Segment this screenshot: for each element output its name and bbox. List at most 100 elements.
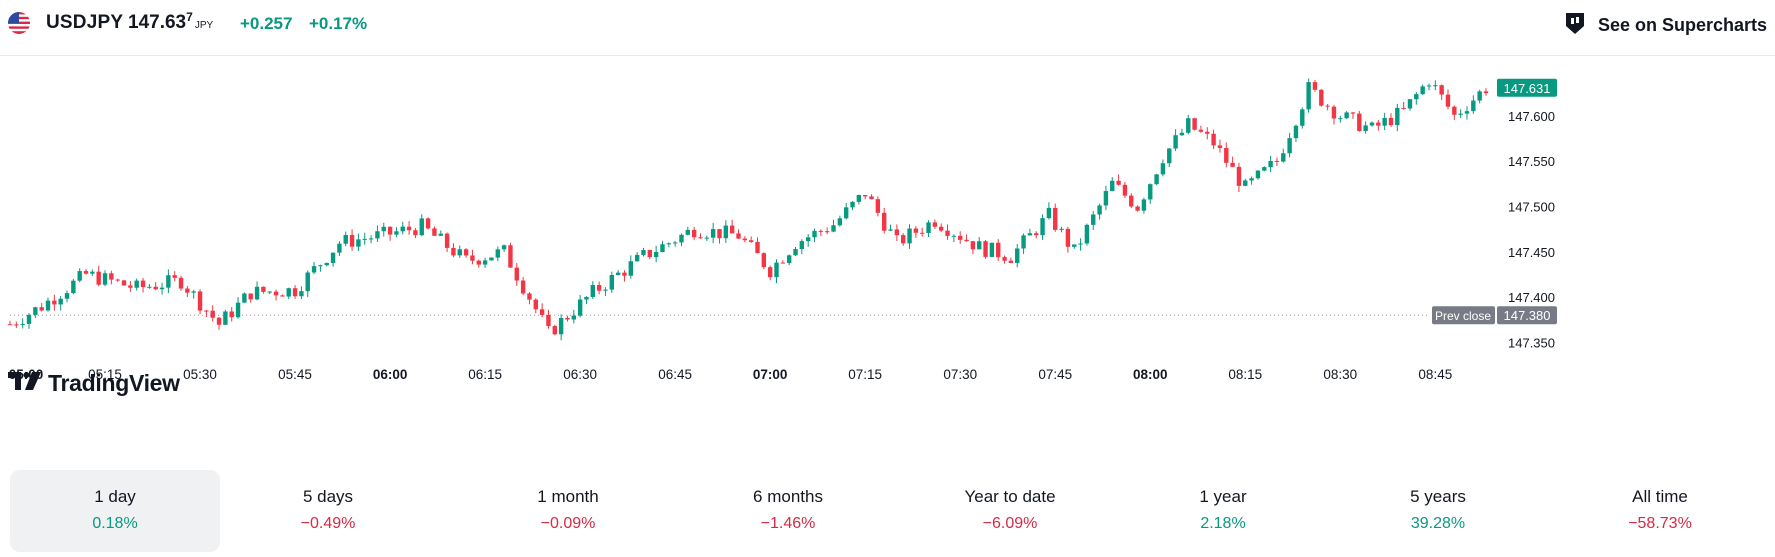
period-1-year[interactable]: 1 year 2.18% bbox=[1118, 470, 1328, 552]
candle-body bbox=[178, 277, 184, 289]
candle-body bbox=[1376, 122, 1381, 126]
candle-body bbox=[761, 253, 767, 268]
candle-body bbox=[1154, 174, 1159, 185]
candle-body bbox=[539, 309, 545, 315]
candle-body bbox=[1160, 163, 1166, 175]
candle-body bbox=[330, 252, 336, 263]
candle-body bbox=[558, 318, 564, 335]
candle-body bbox=[324, 262, 329, 266]
candle-body bbox=[1414, 94, 1419, 100]
x-tick-label: 05:45 bbox=[278, 367, 312, 382]
candle-body bbox=[989, 242, 995, 257]
candle-body bbox=[1262, 167, 1267, 171]
candle-body bbox=[1230, 162, 1235, 167]
candle-body bbox=[1407, 99, 1413, 109]
candle-body bbox=[793, 249, 798, 256]
candle-body bbox=[476, 260, 481, 265]
period-label: 6 months bbox=[753, 487, 823, 506]
period-5-days[interactable]: 5 days −0.49% bbox=[223, 470, 433, 552]
candle-body bbox=[400, 226, 405, 232]
candle-body bbox=[850, 201, 855, 208]
candle-body bbox=[647, 249, 653, 258]
period-1-day[interactable]: 1 day 0.18% bbox=[10, 470, 220, 552]
candle-body bbox=[609, 275, 615, 290]
candle-body bbox=[869, 196, 874, 200]
candle-body bbox=[1401, 107, 1406, 109]
candle-body bbox=[343, 234, 348, 244]
candle-body bbox=[710, 229, 716, 238]
x-tick-label: 06:30 bbox=[563, 367, 597, 382]
candle-body bbox=[1382, 117, 1387, 126]
candle-body bbox=[254, 286, 260, 300]
candle-body bbox=[1293, 125, 1299, 139]
candle-body bbox=[717, 229, 722, 239]
see-on-supercharts-button[interactable]: See on Supercharts bbox=[1562, 10, 1767, 40]
candle-body bbox=[406, 226, 412, 231]
candle-body bbox=[457, 249, 462, 256]
candle-body bbox=[216, 317, 222, 325]
symbol-name[interactable]: USDJPY bbox=[46, 12, 124, 33]
candle-body bbox=[140, 280, 146, 288]
candle-body bbox=[204, 310, 209, 312]
candle-body bbox=[482, 260, 488, 265]
candle-body bbox=[33, 307, 38, 315]
candle-body bbox=[102, 273, 108, 285]
y-tick-label: 147.400 bbox=[1508, 290, 1555, 305]
y-tick-label: 147.550 bbox=[1508, 154, 1555, 169]
period-all-time[interactable]: All time −58.73% bbox=[1555, 470, 1765, 552]
candle-body bbox=[444, 233, 450, 248]
candle-body bbox=[7, 324, 13, 326]
period-year-to-date[interactable]: Year to date −6.09% bbox=[905, 470, 1115, 552]
candle-body bbox=[394, 231, 399, 235]
last-price: 147.637JPY bbox=[128, 10, 213, 34]
candle-body bbox=[970, 241, 976, 250]
tradingview-logo[interactable]: TradingView bbox=[8, 370, 180, 397]
candle-body bbox=[780, 262, 786, 264]
change-absolute: +0.257 bbox=[240, 14, 293, 33]
candle-body bbox=[39, 307, 44, 311]
candle-body bbox=[1059, 228, 1064, 230]
period-6-months[interactable]: 6 months −1.46% bbox=[683, 470, 893, 552]
candle-body bbox=[77, 271, 82, 281]
candle-body bbox=[774, 262, 779, 278]
candle-body bbox=[489, 257, 494, 261]
candle-body bbox=[242, 293, 247, 303]
candle-body bbox=[128, 285, 133, 288]
y-tick-label: 147.350 bbox=[1508, 335, 1555, 350]
candle-body bbox=[1471, 100, 1476, 112]
last-price-label: 147.631 bbox=[1504, 81, 1551, 96]
candle-body bbox=[1338, 118, 1343, 120]
candle-body bbox=[172, 275, 177, 278]
candle-body bbox=[983, 241, 988, 257]
price-chart[interactable]: 147.350 147.400 147.450 147.500 147.550 147.6… bbox=[0, 56, 1775, 436]
candle-body bbox=[565, 318, 570, 320]
candle-body bbox=[996, 242, 1001, 258]
candle-body bbox=[267, 291, 272, 293]
period-5-years[interactable]: 5 years 39.28% bbox=[1333, 470, 1543, 552]
period-change: 39.28% bbox=[1410, 515, 1466, 532]
candle-body bbox=[1458, 113, 1463, 115]
candle-body bbox=[1211, 133, 1216, 146]
candle-body bbox=[1103, 191, 1109, 206]
candle-body bbox=[1192, 118, 1197, 130]
candle-body bbox=[812, 230, 817, 238]
prev-close-label: Prev close bbox=[1435, 309, 1491, 323]
period-1-month[interactable]: 1 month −0.09% bbox=[463, 470, 673, 552]
supercharts-icon bbox=[1562, 10, 1588, 41]
period-change: 2.18% bbox=[1200, 515, 1246, 532]
candle-body bbox=[1325, 105, 1330, 107]
x-tick-label: 06:15 bbox=[468, 367, 502, 382]
candle-body bbox=[660, 244, 665, 253]
period-label: All time bbox=[1632, 487, 1688, 506]
candle-body bbox=[375, 231, 380, 239]
candle-body bbox=[387, 226, 393, 235]
period-change: −58.73% bbox=[1628, 515, 1692, 532]
candlestick-chart[interactable]: 147.350 147.400 147.450 147.500 147.550 147.6… bbox=[0, 56, 1775, 436]
candle-body bbox=[229, 311, 234, 318]
candle-body bbox=[438, 233, 443, 236]
candle-body bbox=[1224, 147, 1229, 163]
candle-body bbox=[1350, 112, 1356, 114]
candle-body bbox=[1186, 118, 1191, 133]
candle-body bbox=[166, 275, 171, 288]
candle-body bbox=[495, 249, 500, 258]
